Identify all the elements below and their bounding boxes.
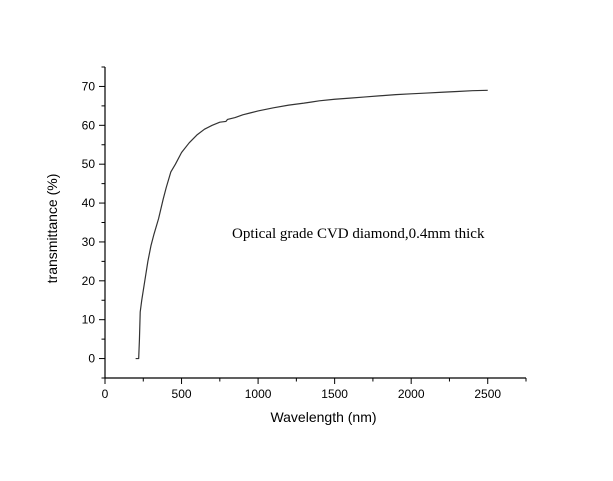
plot-area <box>135 89 488 360</box>
series-line-0 <box>135 89 488 360</box>
chart-annotation: Optical grade CVD diamond,0.4mm thick <box>232 226 485 242</box>
y-tick-label: 0 <box>88 352 95 366</box>
x-tick-label: 2500 <box>474 387 501 401</box>
axes <box>104 67 526 379</box>
y-tick-label: 50 <box>82 157 96 171</box>
x-tick-label: 2000 <box>398 387 425 401</box>
y-tick-label: 30 <box>82 235 96 249</box>
x-tick-label: 1000 <box>245 387 272 401</box>
x-tick-label: 500 <box>172 387 192 401</box>
ticks: 0 500 1000 1500 2000 2500 0 10 20 30 40 50 60 70 <box>82 66 527 401</box>
y-tick-label: 20 <box>82 274 96 288</box>
x-axis-label: Wavelength (nm) <box>270 409 376 425</box>
y-tick-label: 60 <box>82 118 96 132</box>
y-axis-label: transmittance (%) <box>44 174 60 284</box>
y-tick-label: 10 <box>82 313 96 327</box>
x-tick-label: 1500 <box>321 387 348 401</box>
y-tick-label: 70 <box>82 79 96 93</box>
y-tick-label: 40 <box>82 196 96 210</box>
x-tick-label: 0 <box>102 387 109 401</box>
